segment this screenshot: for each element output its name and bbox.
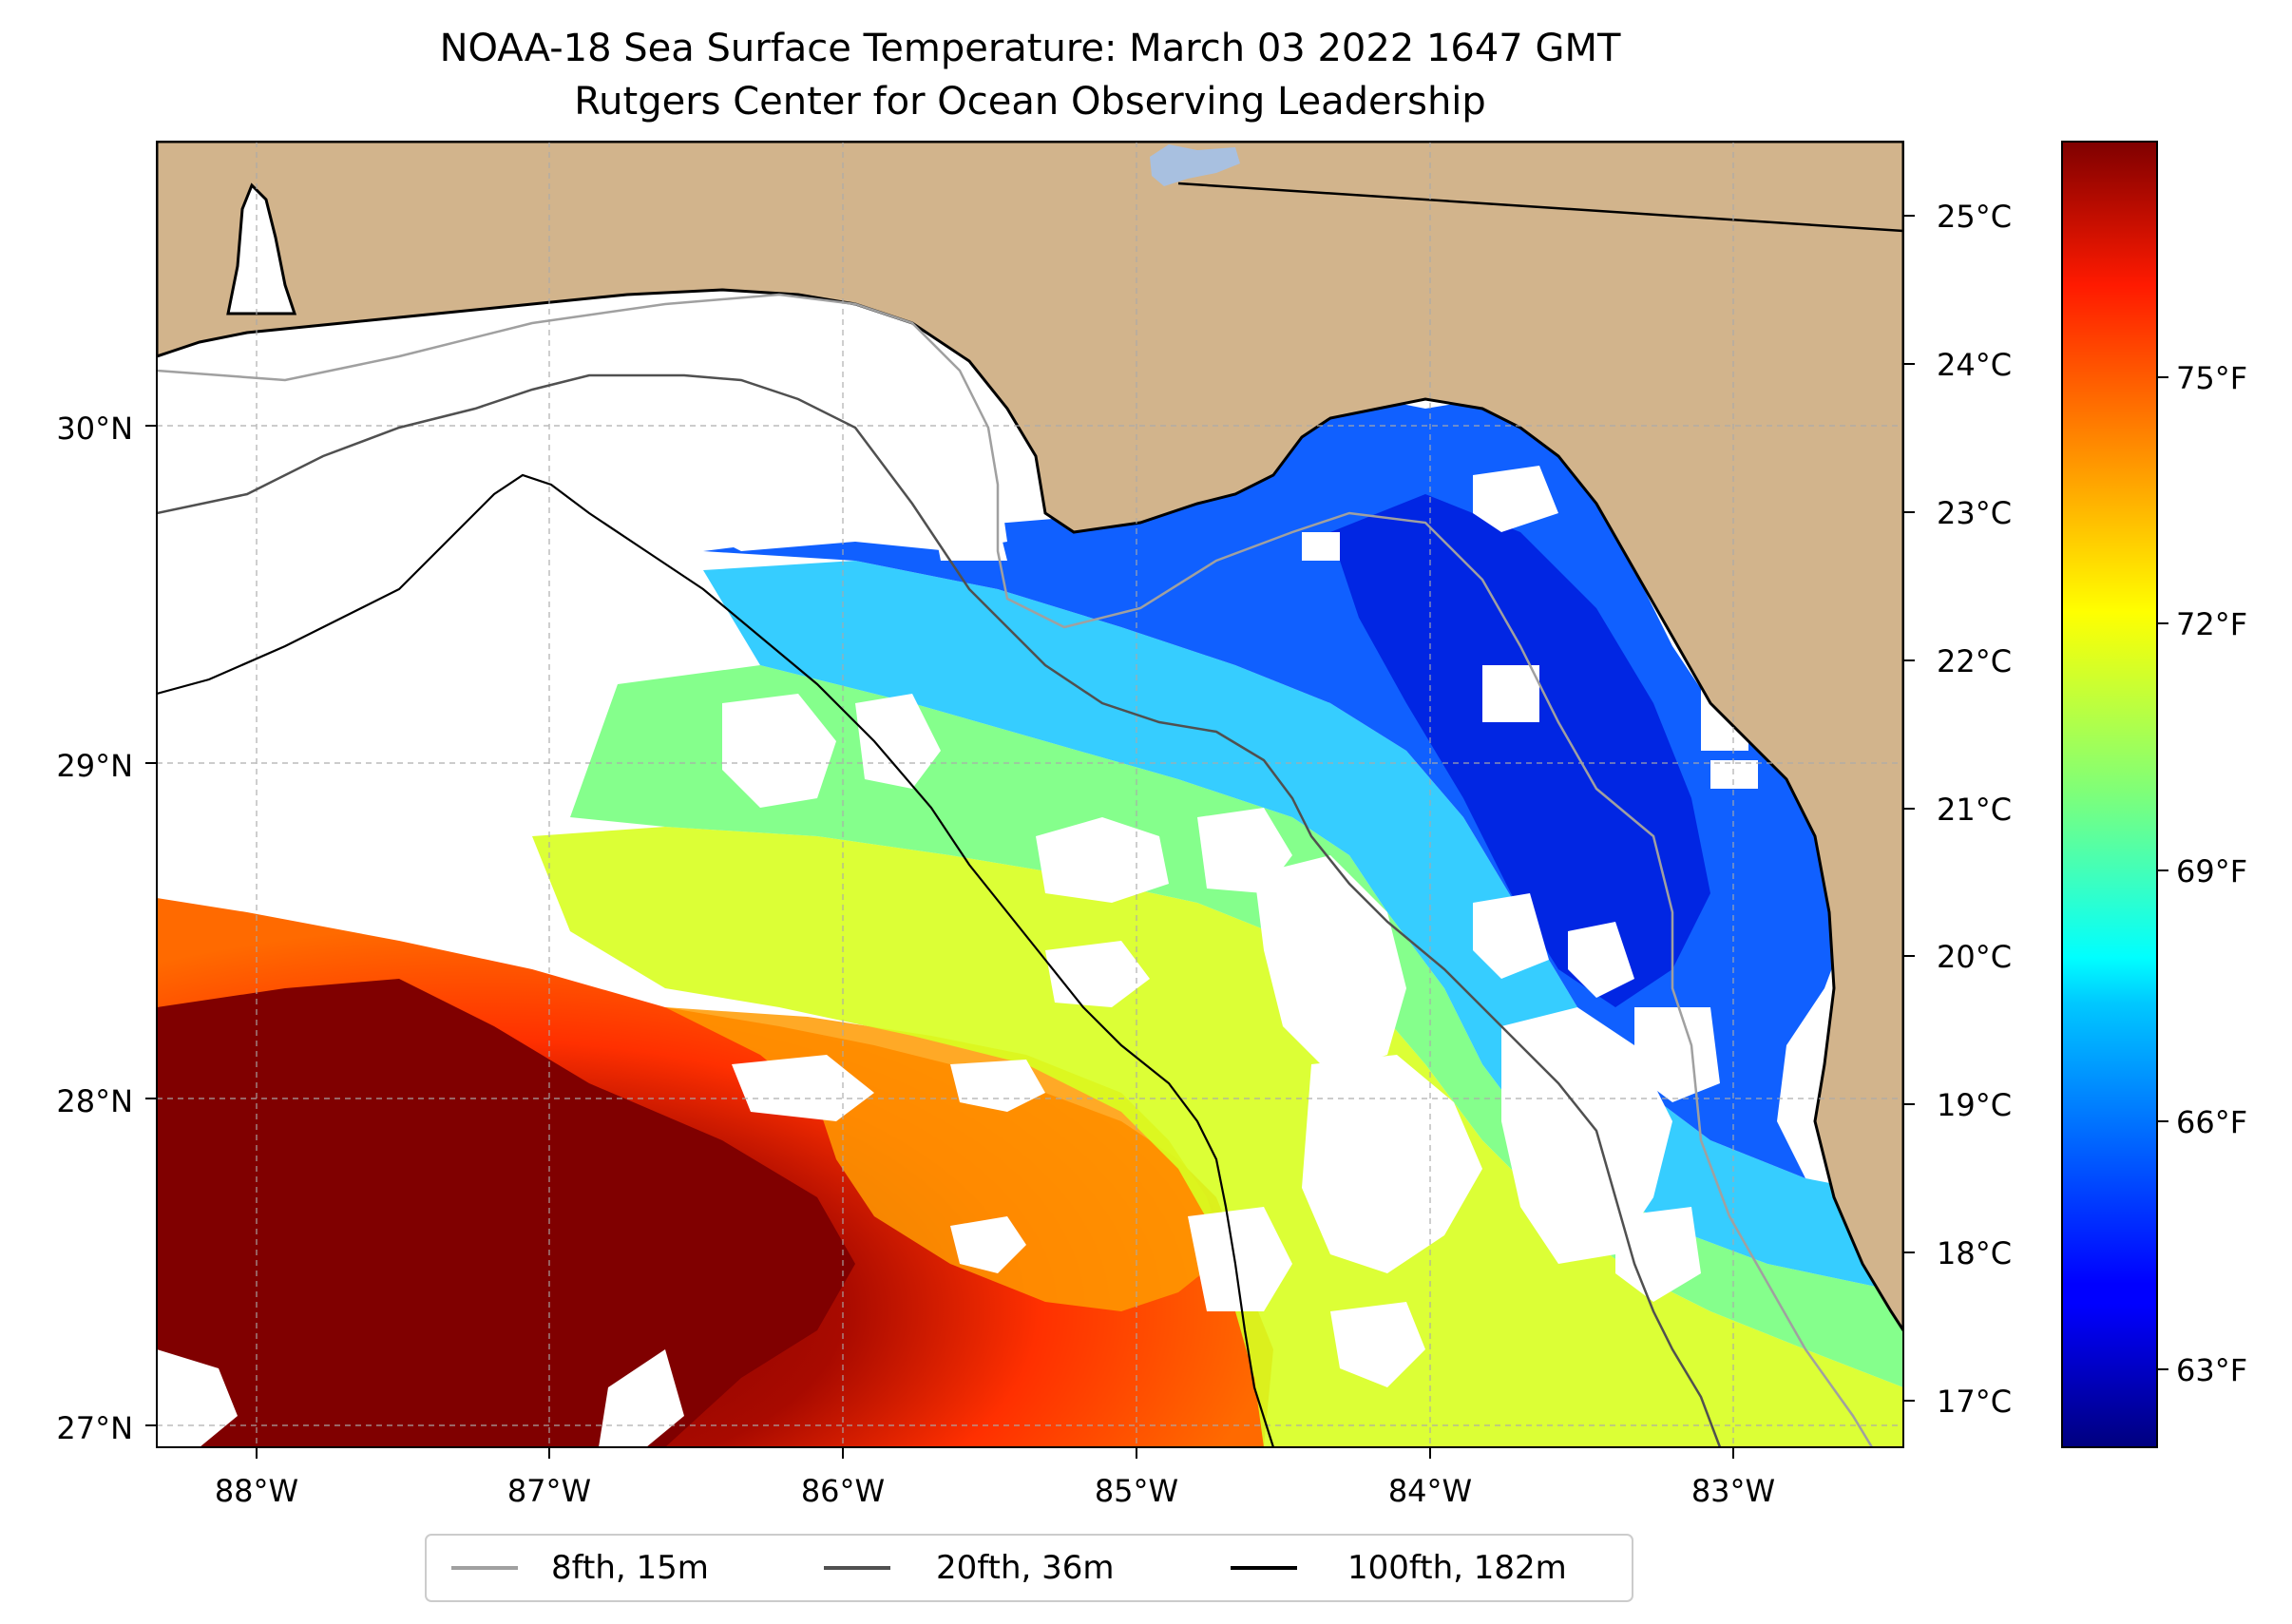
lake — [1150, 144, 1240, 186]
legend-label-20fth: 20fth, 36m — [936, 1549, 1115, 1587]
celsius-label-21: 21°C — [1937, 792, 2012, 828]
map-frame — [156, 141, 1904, 1448]
fahrenheit-label-66: 66°F — [2176, 1104, 2247, 1140]
cloud-gaps — [157, 285, 1758, 1447]
celsius-label-23: 23°C — [1937, 495, 2012, 531]
land-north-coast — [157, 142, 1903, 1333]
map-subtitle: Rutgers Center for Ocean Observing Leade… — [574, 80, 1486, 124]
lat-label-28: 28°N — [56, 1083, 133, 1119]
sst-dark-red-core — [157, 979, 855, 1447]
fahrenheit-label-63: 63°F — [2176, 1352, 2247, 1388]
legend-label-8fth: 8fth, 15m — [551, 1549, 709, 1587]
lon-label-85: 85°W — [1095, 1473, 1178, 1509]
celsius-scale: 25°C 24°C 23°C 22°C 21°C 20°C 19°C 18°C … — [1903, 199, 2012, 1420]
lon-axis: 88°W 87°W 86°W 85°W 84°W 83°W — [215, 1447, 1775, 1509]
celsius-label-20: 20°C — [1937, 939, 2012, 975]
lat-axis: 30°N 29°N 28°N 27°N — [56, 411, 157, 1446]
celsius-label-25: 25°C — [1937, 199, 2012, 235]
isobath-100fth — [157, 473, 1275, 1447]
celsius-label-19: 19°C — [1937, 1087, 2012, 1123]
lon-label-84: 84°W — [1388, 1473, 1472, 1509]
land — [157, 142, 1903, 1333]
mobile-bay-inlet — [226, 182, 297, 315]
lat-label-27: 27°N — [56, 1410, 133, 1446]
graticule — [157, 142, 1903, 1447]
fahrenheit-label-72: 72°F — [2176, 606, 2247, 642]
sst-yellow-band — [532, 827, 1903, 1447]
legend-box — [425, 1534, 1633, 1602]
celsius-label-24: 24°C — [1937, 347, 2012, 383]
lat-label-30: 30°N — [56, 411, 133, 447]
isobath-8fth — [157, 293, 1874, 1447]
state-boundary — [1177, 182, 1903, 233]
lon-label-87: 87°W — [507, 1473, 591, 1509]
celsius-label-22: 22°C — [1937, 643, 2012, 679]
lon-label-88: 88°W — [215, 1473, 298, 1509]
lat-label-29: 29°N — [56, 748, 133, 784]
fahrenheit-label-69: 69°F — [2176, 853, 2247, 889]
sst-deep-blue-patch — [1330, 494, 1710, 1007]
colorbar: 75°F 72°F 69°F 66°F 63°F — [2061, 141, 2247, 1448]
legend-label-100fth: 100fth, 182m — [1347, 1549, 1567, 1587]
fahrenheit-label-75: 75°F — [2176, 360, 2247, 396]
sst-field — [157, 285, 1903, 1447]
isobath-20fth — [157, 373, 1722, 1447]
map-area — [157, 142, 1903, 1447]
celsius-label-18: 18°C — [1937, 1235, 2012, 1271]
map-title: NOAA-18 Sea Surface Temperature: March 0… — [440, 27, 1621, 70]
isobath-legend: 8fth, 15m 20fth, 36m 100fth, 182m — [425, 1534, 1633, 1602]
celsius-label-17: 17°C — [1937, 1384, 2012, 1420]
lon-label-86: 86°W — [801, 1473, 885, 1509]
lon-label-83: 83°W — [1691, 1473, 1775, 1509]
colorbar-gradient — [2061, 141, 2158, 1448]
